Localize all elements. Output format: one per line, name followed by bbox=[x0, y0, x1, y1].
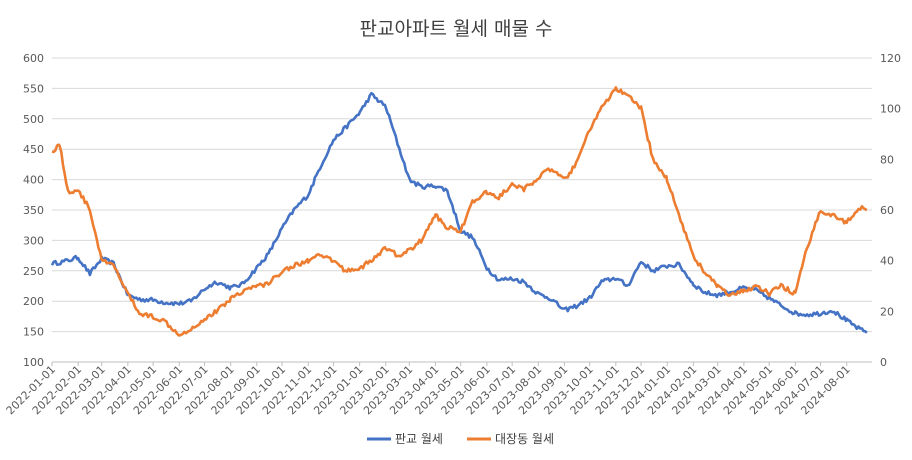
series-line bbox=[50, 91, 868, 334]
y-right-tick-label: 60 bbox=[880, 204, 894, 217]
y-right-tick-label: 80 bbox=[880, 153, 894, 166]
legend: 판교 월세 대장동 월세 bbox=[367, 432, 554, 446]
y-right-tick-label: 20 bbox=[880, 305, 894, 318]
y-left-tick-label: 550 bbox=[23, 82, 44, 95]
chart-title: 판교아파트 월세 매물 수 bbox=[359, 18, 553, 40]
legend-label: 대장동 월세 bbox=[495, 432, 554, 446]
y-left-tick-label: 600 bbox=[23, 52, 44, 65]
y-left-tick-label: 300 bbox=[23, 234, 44, 247]
y-right-tick-label: 40 bbox=[880, 255, 894, 268]
legend-label: 판교 월세 bbox=[395, 432, 443, 446]
y-right-tick-label: 100 bbox=[880, 103, 901, 116]
series-line bbox=[51, 86, 868, 337]
y-right-tick-label: 0 bbox=[880, 356, 887, 369]
y-left-tick-label: 450 bbox=[23, 143, 44, 156]
y-left-tick-label: 250 bbox=[23, 265, 44, 278]
y-left-tick-label: 500 bbox=[23, 113, 44, 126]
y-right-tick-label: 120 bbox=[880, 52, 901, 65]
y-left-tick-label: 350 bbox=[23, 204, 44, 217]
y-left-tick-label: 200 bbox=[23, 295, 44, 308]
y-left-tick-label: 400 bbox=[23, 174, 44, 187]
y-left-tick-label: 100 bbox=[23, 356, 44, 369]
y-left-tick-label: 150 bbox=[23, 326, 44, 339]
